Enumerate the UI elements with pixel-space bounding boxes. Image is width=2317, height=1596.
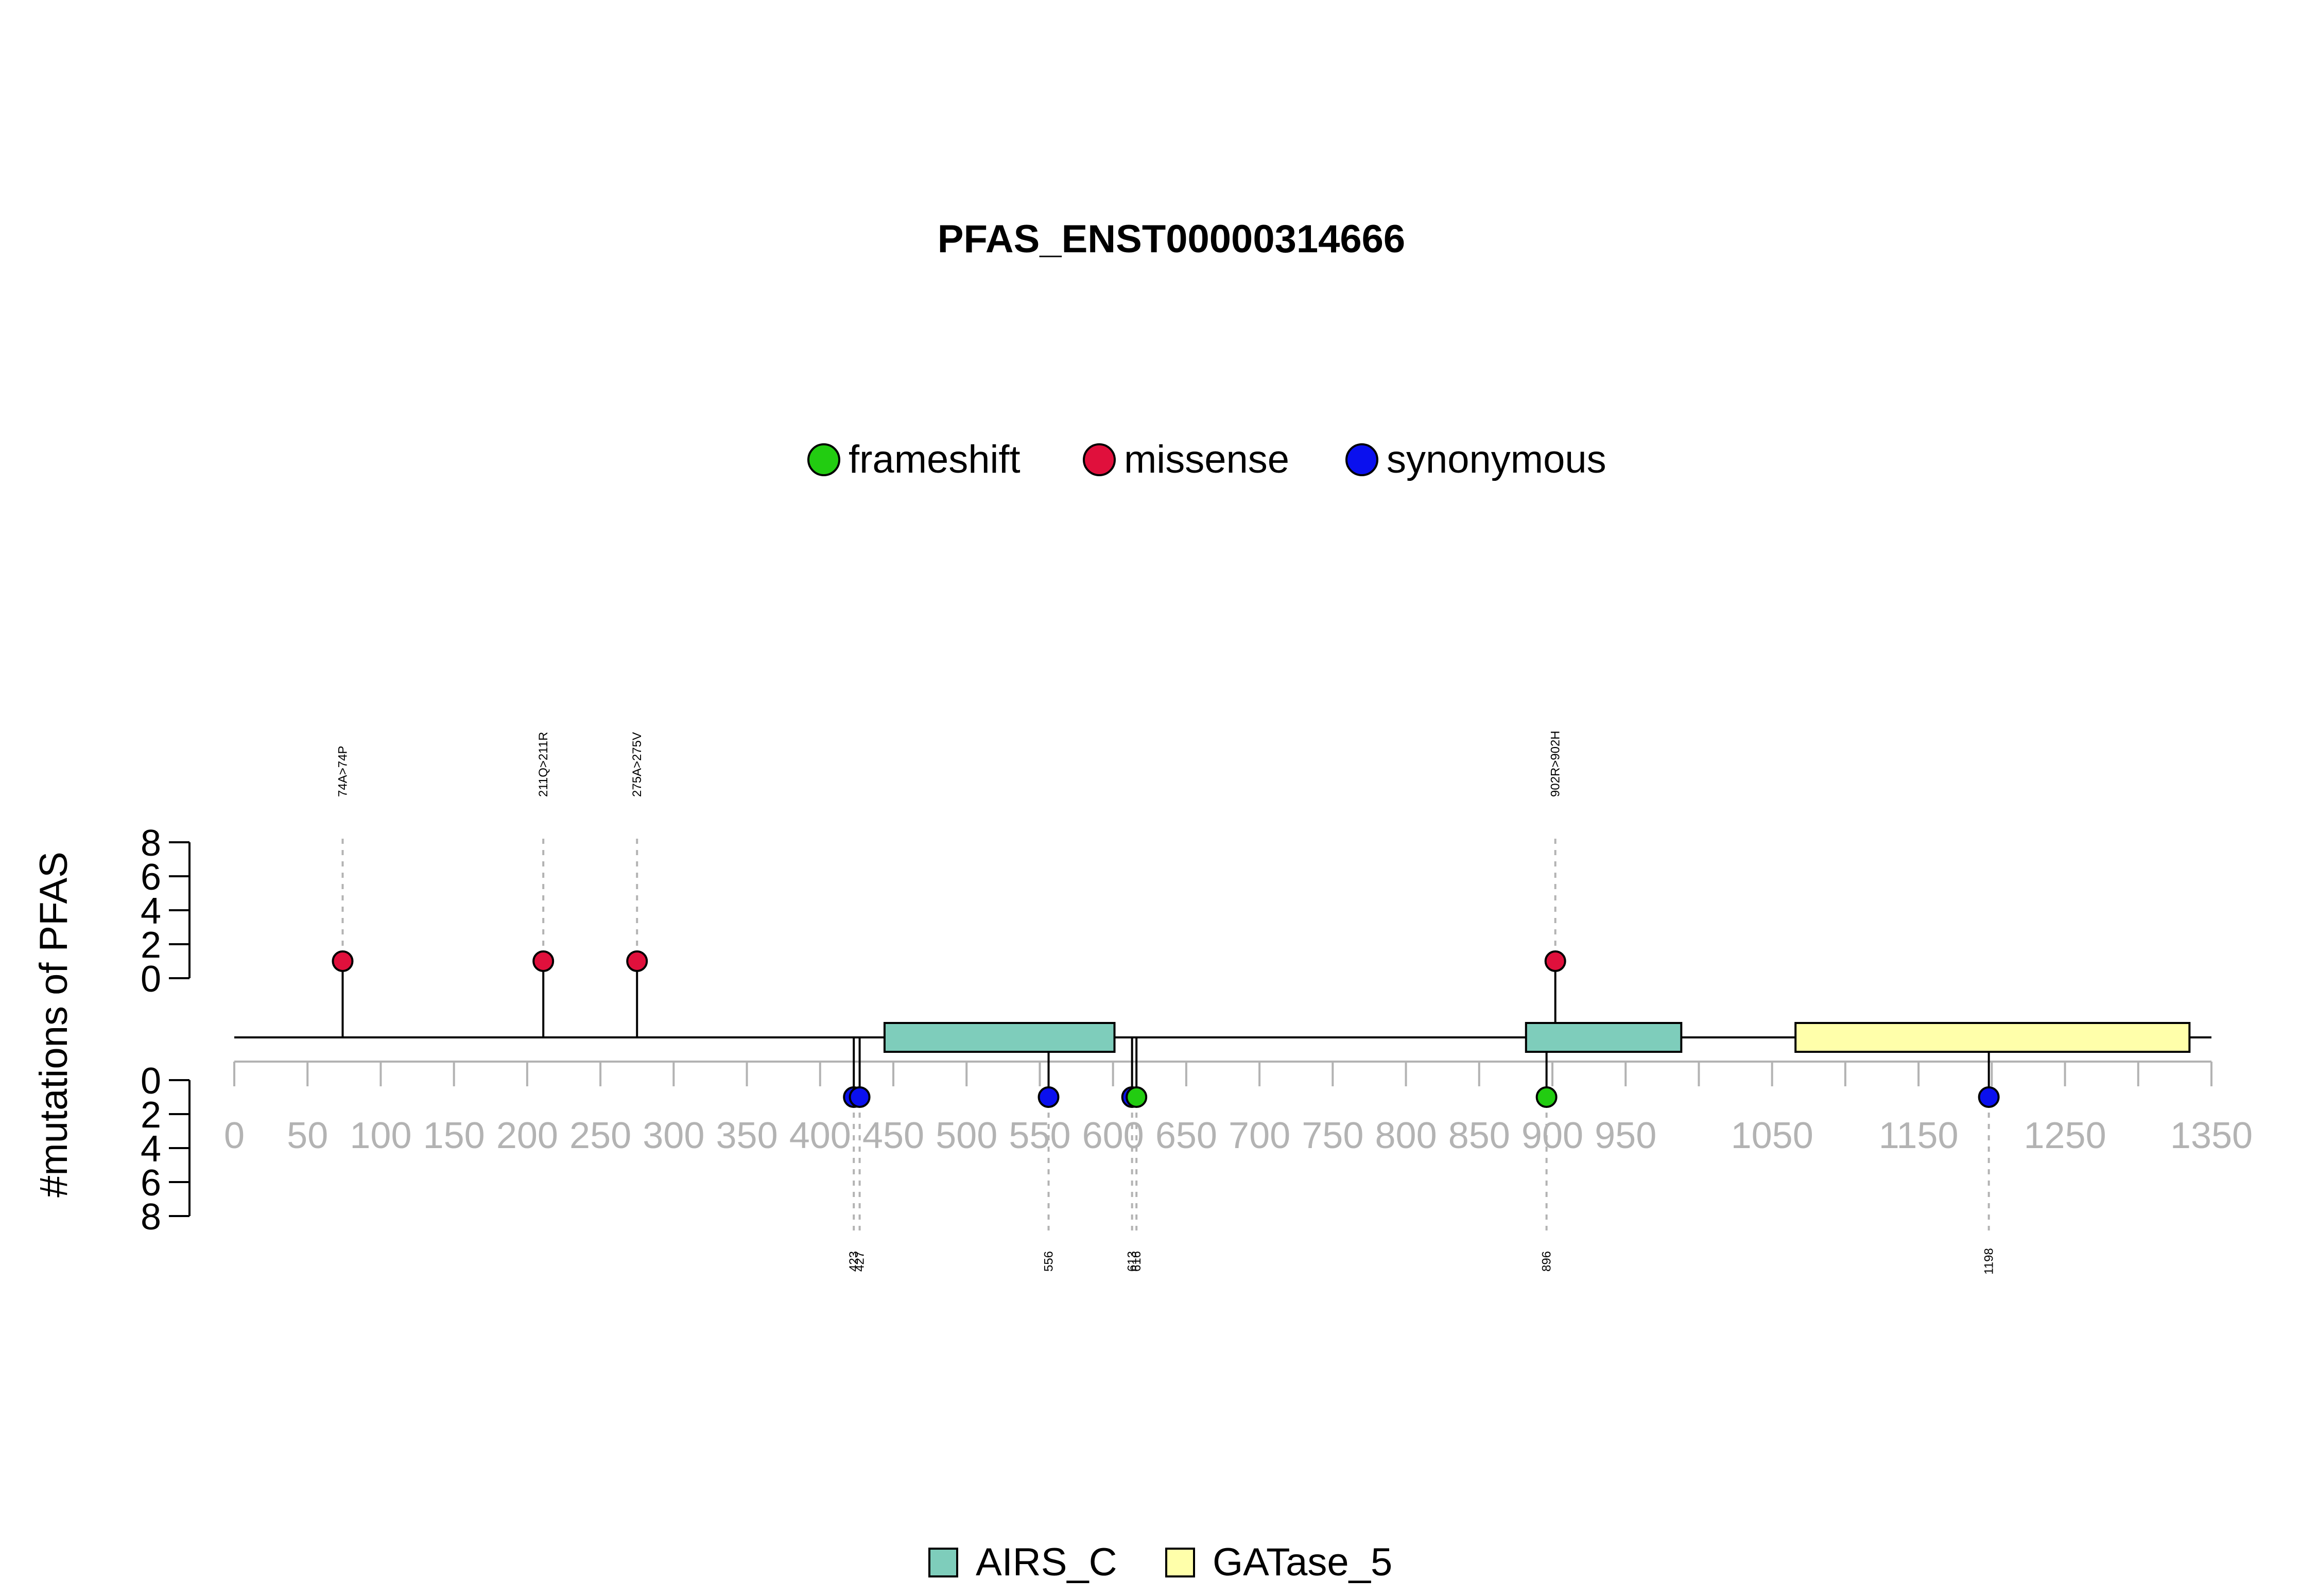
mutation-labels: 74A>74P 211Q>211R 275A>275V 902R>902H 423427… xyxy=(336,731,1996,1275)
x-tick-label: 1150 xyxy=(1879,1115,1959,1156)
x-tick-label: 500 xyxy=(936,1115,997,1156)
x-tick-label: 750 xyxy=(1302,1115,1363,1156)
domain-legend: AIRS_C GATase_5 xyxy=(928,1540,1392,1584)
upper-y-tick-label: 4 xyxy=(141,891,161,932)
upper-y-tick-label: 2 xyxy=(141,925,161,966)
mutation-point-616 xyxy=(1126,1086,1148,1108)
mutation-type-legend: frameshift missense synonymous xyxy=(807,438,1606,481)
mutation-label-613: 613 xyxy=(1126,1251,1139,1272)
lower-y-tick-label: 0 xyxy=(141,1061,161,1102)
mutation-label-1198: 1198 xyxy=(1982,1248,1996,1275)
lower-y-tick-label: 8 xyxy=(141,1196,161,1238)
x-tick-label: 600 xyxy=(1082,1115,1144,1156)
mutation-point-556 xyxy=(1038,1086,1060,1108)
chart-title: PFAS_ENST00000314666 xyxy=(938,217,1405,261)
x-tick-label: 950 xyxy=(1595,1115,1656,1156)
mutation-label-275A>275V: 275A>275V xyxy=(630,732,644,797)
mutation-label-423: 423 xyxy=(847,1251,861,1272)
domain-GATase_5 xyxy=(1794,1022,2191,1053)
x-tick-label: 450 xyxy=(862,1115,924,1156)
x-tick-label: 900 xyxy=(1521,1115,1583,1156)
x-tick-label: 50 xyxy=(287,1115,328,1156)
x-tick-label: 150 xyxy=(423,1115,485,1156)
mutation-point-211Q>211R xyxy=(532,950,555,972)
legend-label-synonymous: synonymous xyxy=(1387,438,1606,481)
x-tick-label: 1350 xyxy=(2170,1115,2253,1156)
legend-label-missense: missense xyxy=(1124,438,1289,481)
mutation-label-616: 616 xyxy=(1130,1251,1144,1272)
x-tick-label: 0 xyxy=(224,1115,245,1156)
protein-domains xyxy=(883,1022,2191,1053)
y-axis-label: #mutations of PFAS xyxy=(32,852,76,1198)
x-tick-label: 1250 xyxy=(2024,1115,2106,1156)
domain-legend-marker-AIRS_C xyxy=(928,1548,958,1577)
mutation-point-427 xyxy=(849,1086,871,1108)
x-tick-label: 550 xyxy=(1009,1115,1070,1156)
mutation-point-275A>275V xyxy=(626,950,648,972)
upper-y-tick-label: 0 xyxy=(141,959,161,1000)
x-tick-label: 800 xyxy=(1375,1115,1437,1156)
domain-legend-marker-GATase_5 xyxy=(1165,1548,1195,1577)
legend-label-frameshift: frameshift xyxy=(849,438,1021,481)
mutation-label-902R>902H: 902R>902H xyxy=(1549,731,1563,797)
x-tick-label: 1050 xyxy=(1731,1115,1813,1156)
lower-y-tick-label: 2 xyxy=(141,1095,161,1136)
legend-marker-missense xyxy=(1083,443,1116,476)
x-tick-label: 350 xyxy=(716,1115,777,1156)
mutation-label-211Q>211R: 211Q>211R xyxy=(537,732,550,797)
mutation-point-74A>74P xyxy=(332,950,354,972)
x-tick-label: 650 xyxy=(1155,1115,1217,1156)
x-tick-label: 250 xyxy=(569,1115,631,1156)
domain-legend-label-GATase_5: GATase_5 xyxy=(1213,1540,1392,1584)
legend-marker-synonymous xyxy=(1345,443,1378,476)
mutation-label-74A>74P: 74A>74P xyxy=(336,746,350,797)
lower-y-tick-label: 6 xyxy=(141,1163,161,1204)
mutation-point-1198 xyxy=(1978,1086,2000,1108)
x-tick-label: 850 xyxy=(1448,1115,1510,1156)
domain-AIRS_C xyxy=(883,1022,1116,1053)
mutation-point-896 xyxy=(1535,1086,1558,1108)
x-tick-label: 700 xyxy=(1229,1115,1290,1156)
mutation-label-556: 556 xyxy=(1042,1251,1056,1272)
upper-y-tick-label: 8 xyxy=(141,823,161,864)
mutation-label-896: 896 xyxy=(1540,1251,1554,1272)
mutation-point-902R>902H xyxy=(1544,950,1566,972)
x-tick-label: 200 xyxy=(496,1115,558,1156)
mutation-stems xyxy=(341,837,1990,1230)
upper-y-tick-label: 6 xyxy=(141,857,161,898)
mutation-points xyxy=(332,950,2000,1108)
domain-legend-label-AIRS_C: AIRS_C xyxy=(976,1540,1117,1584)
domain-AIRS_C xyxy=(1525,1022,1683,1053)
lower-y-tick-label: 4 xyxy=(141,1129,161,1170)
x-axis: 0 50 100 150 200 250 300 350 400 450 500 550 600 650 7… xyxy=(224,1061,2253,1156)
mutation-label-427: 427 xyxy=(853,1251,867,1272)
legend-marker-frameshift xyxy=(807,443,840,476)
x-tick-label: 400 xyxy=(789,1115,851,1156)
x-tick-label: 300 xyxy=(643,1115,704,1156)
x-tick-label: 100 xyxy=(350,1115,411,1156)
